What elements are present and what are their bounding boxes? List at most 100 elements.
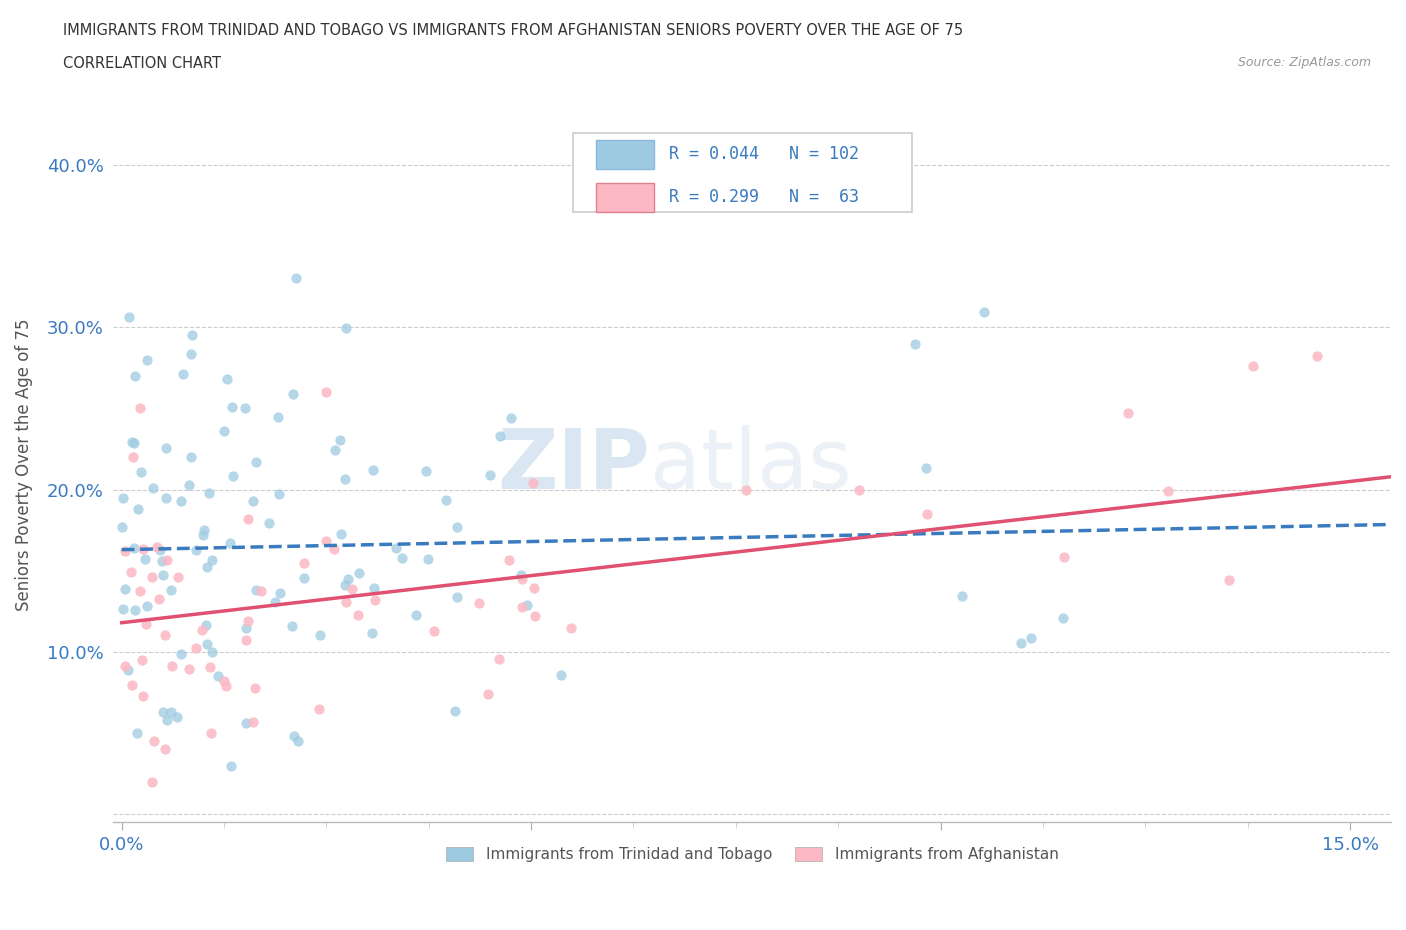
Point [284, 271, 307, 286]
Point [198, 485, 221, 500]
Point [193, 523, 215, 538]
Point [212, 423, 235, 438]
Point [195, 559, 218, 574]
Point [915, 507, 938, 522]
Point [1116, 405, 1139, 420]
Point [468, 595, 491, 610]
Point [172, 366, 194, 381]
Point [236, 512, 259, 526]
Point [235, 716, 257, 731]
Point [914, 460, 936, 475]
Point [550, 667, 572, 682]
Point [446, 590, 468, 604]
Point [267, 409, 290, 424]
Point [149, 542, 172, 557]
Point [132, 688, 155, 703]
Point [560, 620, 582, 635]
Point [1305, 348, 1327, 363]
Point [287, 734, 309, 749]
Point [215, 679, 238, 694]
Point [292, 555, 315, 570]
Point [179, 661, 201, 676]
Point [114, 658, 136, 673]
Point [522, 475, 544, 490]
Point [124, 603, 146, 618]
Point [159, 705, 181, 720]
Point [242, 494, 264, 509]
Point [114, 543, 136, 558]
Point [166, 569, 188, 584]
Point [264, 595, 287, 610]
Point [434, 493, 457, 508]
Point [134, 551, 156, 566]
Point [155, 441, 177, 456]
Text: Source: ZipAtlas.com: Source: ZipAtlas.com [1237, 56, 1371, 69]
Point [477, 686, 499, 701]
Point [489, 429, 512, 444]
Point [347, 607, 370, 622]
Text: R = 0.299   N =  63: R = 0.299 N = 63 [669, 188, 859, 206]
Point [523, 609, 546, 624]
Point [735, 483, 758, 498]
Point [323, 542, 346, 557]
Point [479, 467, 502, 482]
Point [201, 644, 224, 659]
Point [250, 583, 273, 598]
Point [219, 536, 242, 551]
Point [121, 434, 143, 449]
Point [148, 591, 170, 606]
Point [333, 578, 356, 592]
Point [363, 462, 385, 477]
Point [180, 449, 202, 464]
Point [950, 589, 973, 604]
Point [170, 647, 193, 662]
Point [269, 586, 291, 601]
Point [184, 641, 207, 656]
Point [191, 623, 214, 638]
Point [405, 608, 427, 623]
Point [446, 519, 468, 534]
Point [415, 463, 437, 478]
Point [117, 662, 139, 677]
Point [150, 553, 173, 568]
Point [243, 681, 266, 696]
Point [121, 450, 143, 465]
Text: CORRELATION CHART: CORRELATION CHART [63, 56, 221, 71]
Point [329, 432, 352, 447]
Point [361, 626, 384, 641]
Point [152, 704, 174, 719]
Point [510, 567, 533, 582]
Point [129, 401, 152, 416]
FancyBboxPatch shape [596, 140, 654, 168]
Point [315, 385, 337, 400]
Point [120, 565, 142, 579]
Point [423, 624, 446, 639]
Point [245, 583, 267, 598]
Point [267, 486, 290, 501]
Point [135, 617, 157, 631]
Point [170, 493, 193, 508]
Point [222, 469, 245, 484]
Point [221, 400, 243, 415]
Point [198, 660, 221, 675]
FancyBboxPatch shape [574, 133, 912, 212]
Point [122, 435, 145, 450]
Point [236, 614, 259, 629]
Point [1218, 572, 1240, 587]
Point [125, 725, 148, 740]
Point [143, 734, 166, 749]
Point [340, 581, 363, 596]
Point [904, 337, 927, 352]
Point [195, 637, 218, 652]
Point [323, 443, 346, 458]
Point [128, 584, 150, 599]
Point [118, 310, 141, 325]
Point [308, 702, 330, 717]
Point [443, 704, 465, 719]
Point [155, 491, 177, 506]
Point [235, 621, 257, 636]
Point [335, 594, 357, 609]
Point [155, 742, 177, 757]
Point [499, 410, 522, 425]
Point [522, 580, 544, 595]
